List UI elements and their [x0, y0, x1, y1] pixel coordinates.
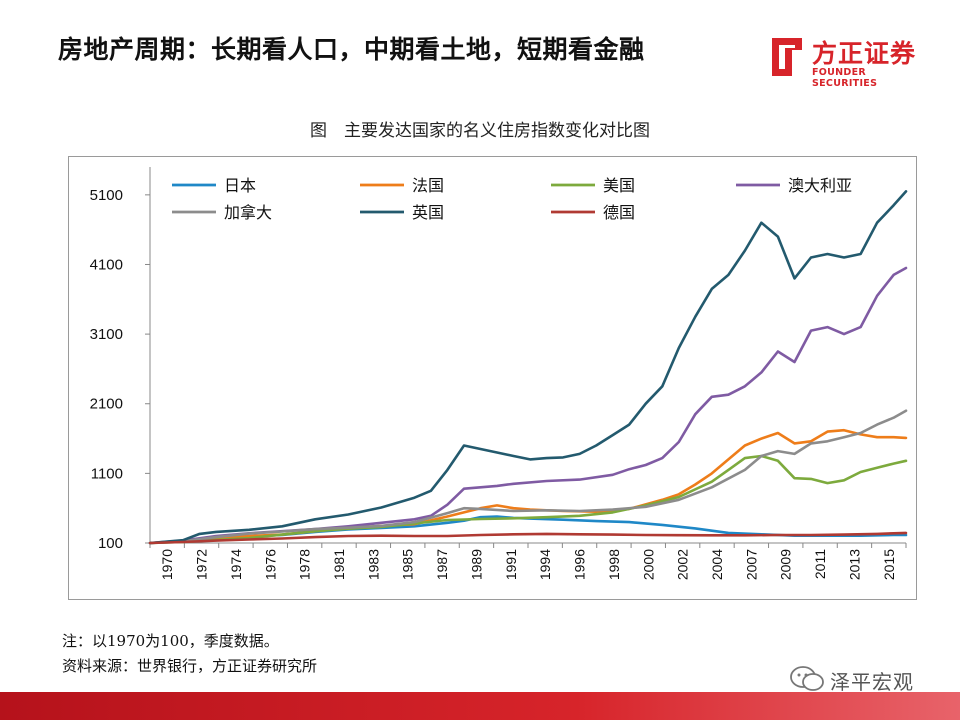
legend-label: 澳大利亚 — [788, 177, 852, 195]
legend-label: 美国 — [603, 177, 635, 195]
figure-title: 图 主要发达国家的名义住房指数变化对比图 — [310, 121, 650, 141]
founder-securities-logo: 方正证券 FOUNDER SECURITIES — [768, 34, 933, 89]
x-tick-label: 1991 — [503, 549, 519, 580]
series-line-美国 — [148, 454, 908, 545]
wechat-watermark: 泽平宏观 — [788, 664, 938, 694]
series-line-澳大利亚 — [148, 266, 908, 545]
series-line-加拿大 — [148, 409, 908, 545]
x-tick-label: 1972 — [194, 549, 210, 580]
legend-label: 德国 — [603, 204, 635, 222]
x-tick-label: 1978 — [297, 549, 313, 580]
line-chart: 100 1100 2100 3100 4100 5100 1970 1972 1974 1976 1… — [90, 167, 908, 580]
legend-item-加拿大: 加拿大 — [172, 203, 272, 222]
series-line-德国 — [148, 531, 908, 545]
x-tick-label: 2015 — [881, 549, 897, 580]
x-tick-label: 1974 — [228, 549, 244, 580]
slide-title: 房地产周期：长期看人口，中期看土地，短期看金融 — [58, 35, 645, 64]
watermark-text: 泽平宏观 — [830, 670, 914, 694]
legend-item-德国: 德国 — [551, 204, 635, 222]
chart-axes: 100 1100 2100 3100 4100 5100 1970 1972 1974 1976 1… — [90, 167, 907, 580]
y-tick-label: 5100 — [90, 187, 123, 204]
legend-label: 日本 — [224, 177, 256, 195]
legend-item-英国: 英国 — [360, 204, 444, 222]
legend-label: 英国 — [412, 204, 444, 222]
x-tick-label: 1987 — [434, 549, 450, 580]
logo-name: 方正证券 — [812, 39, 917, 68]
x-tick-label: 2009 — [778, 549, 794, 580]
data-source: 资料来源：世界银行，方正证券研究所 — [62, 657, 318, 675]
founder-logo-mark-icon — [772, 38, 802, 76]
x-tick-label: 2004 — [709, 549, 725, 580]
legend-label: 加拿大 — [224, 203, 272, 222]
chart-frame: 100 1100 2100 3100 4100 5100 1970 1972 1974 1976 1… — [68, 156, 917, 600]
y-tick-label: 2100 — [90, 396, 123, 413]
x-tick-label: 2007 — [743, 549, 759, 580]
chart-lines — [148, 190, 908, 545]
x-tick-label: 2011 — [812, 549, 828, 579]
series-line-英国 — [148, 190, 908, 545]
x-tick-label: 2000 — [640, 549, 656, 580]
chart-note: 注：以1970为100，季度数据。 — [62, 632, 279, 650]
x-tick-label: 1998 — [606, 549, 622, 580]
y-tick-label: 1100 — [91, 465, 123, 482]
x-tick-label: 1989 — [468, 549, 484, 580]
x-tick-label: 1985 — [400, 549, 416, 580]
logo-english-name: FOUNDER SECURITIES — [812, 67, 878, 89]
x-tick-label: 2013 — [846, 549, 862, 580]
series-line-法国 — [148, 428, 908, 545]
legend-item-日本: 日本 — [172, 177, 256, 195]
x-tick-label: 1983 — [365, 549, 381, 580]
wechat-icon — [790, 666, 824, 691]
x-tick-label: 1994 — [537, 549, 553, 580]
y-tick-label: 3100 — [90, 326, 123, 343]
x-tick-label: 1976 — [262, 549, 278, 580]
x-tick-label: 1996 — [572, 549, 588, 580]
footer-bar — [0, 692, 960, 720]
x-tick-label: 1970 — [159, 549, 175, 580]
x-tick-label: 2002 — [675, 549, 691, 580]
legend-label: 法国 — [412, 177, 444, 195]
legend-item-法国: 法国 — [360, 177, 444, 195]
legend-item-澳大利亚: 澳大利亚 — [736, 177, 852, 195]
y-tick-label: 100 — [98, 535, 123, 552]
legend-item-美国: 美国 — [551, 177, 635, 195]
y-tick-label: 4100 — [90, 256, 123, 273]
x-tick-label: 1981 — [331, 549, 347, 580]
